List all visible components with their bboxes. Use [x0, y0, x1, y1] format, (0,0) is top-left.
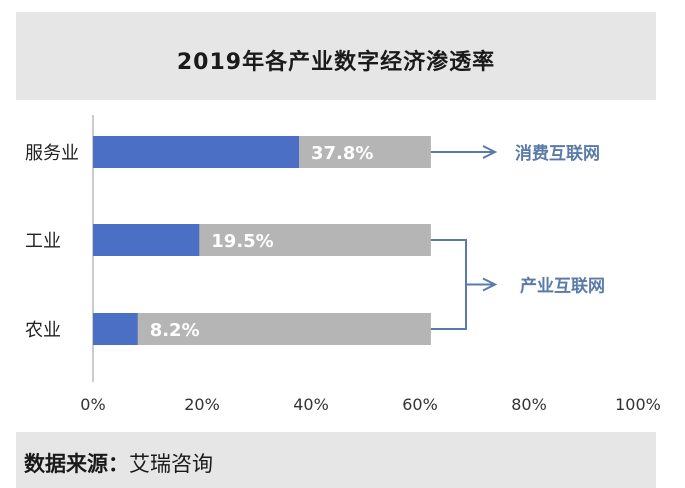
bar: [93, 313, 138, 345]
annotation-arrowhead: [482, 145, 498, 159]
x-tick-label: 60%: [402, 395, 438, 414]
source-value: 艾瑞咨询: [129, 452, 213, 476]
y-category-label: 工业: [25, 231, 61, 252]
x-tick-label: 20%: [184, 395, 220, 414]
bar-value-label: 19.5%: [211, 231, 273, 252]
bar: [93, 224, 200, 256]
annotation-label: 消费互联网: [515, 143, 600, 164]
x-tick-label: 40%: [293, 395, 329, 414]
y-category-label: 农业: [25, 320, 61, 341]
source-panel: 数据来源：艾瑞咨询: [16, 432, 656, 488]
bar-value-label: 37.8%: [311, 143, 373, 164]
x-tick-label: 100%: [615, 395, 661, 414]
bar: [93, 136, 300, 168]
annotation-arrowhead: [482, 277, 498, 292]
annotation-bracket: [430, 239, 467, 330]
x-tick-label: 80%: [511, 395, 547, 414]
bar-background: [93, 313, 431, 345]
chart-area: 0% 20% 40% 60% 80% 100% 服务业 37.8% 工业 19.5% 农业 8.2% 消…: [0, 100, 685, 420]
chart-title-panel: 2019年各产业数字经济渗透率: [16, 12, 656, 100]
chart-title: 2019年各产业数字经济渗透率: [176, 50, 496, 75]
data-source: 数据来源：艾瑞咨询: [24, 448, 213, 478]
y-category-label: 服务业: [25, 143, 79, 164]
x-tick-label: 0%: [80, 395, 105, 414]
bar-value-label: 8.2%: [150, 320, 200, 341]
annotation-label: 产业互联网: [520, 276, 605, 297]
bar-chart: 0% 20% 40% 60% 80% 100% 服务业 37.8% 工业 19.5% 农业 8.2% 消…: [25, 115, 661, 414]
source-label: 数据来源：: [24, 452, 129, 476]
